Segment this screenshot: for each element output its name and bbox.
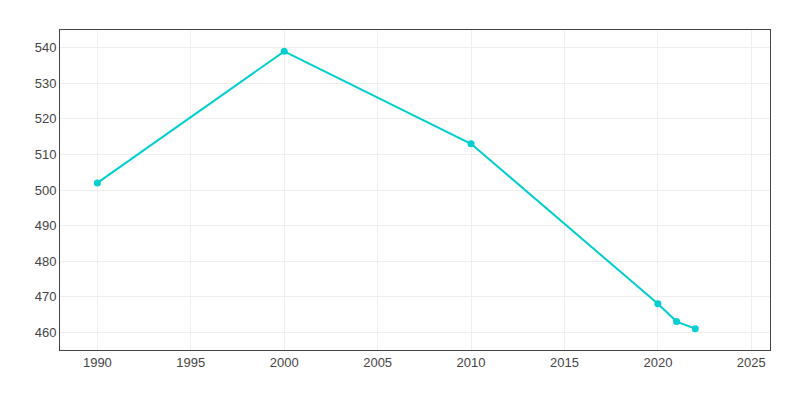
svg-text:460: 460 <box>35 325 57 340</box>
svg-text:480: 480 <box>35 254 57 269</box>
svg-text:530: 530 <box>35 76 57 91</box>
svg-text:490: 490 <box>35 218 57 233</box>
svg-text:510: 510 <box>35 147 57 162</box>
svg-text:2025: 2025 <box>737 355 766 370</box>
svg-text:500: 500 <box>35 183 57 198</box>
svg-text:540: 540 <box>35 40 57 55</box>
svg-text:2020: 2020 <box>643 355 672 370</box>
svg-text:1990: 1990 <box>83 355 112 370</box>
svg-text:1995: 1995 <box>176 355 205 370</box>
svg-text:520: 520 <box>35 111 57 126</box>
svg-text:2015: 2015 <box>550 355 579 370</box>
svg-text:2005: 2005 <box>363 355 392 370</box>
svg-text:470: 470 <box>35 289 57 304</box>
svg-text:2000: 2000 <box>270 355 299 370</box>
svg-text:2010: 2010 <box>457 355 486 370</box>
